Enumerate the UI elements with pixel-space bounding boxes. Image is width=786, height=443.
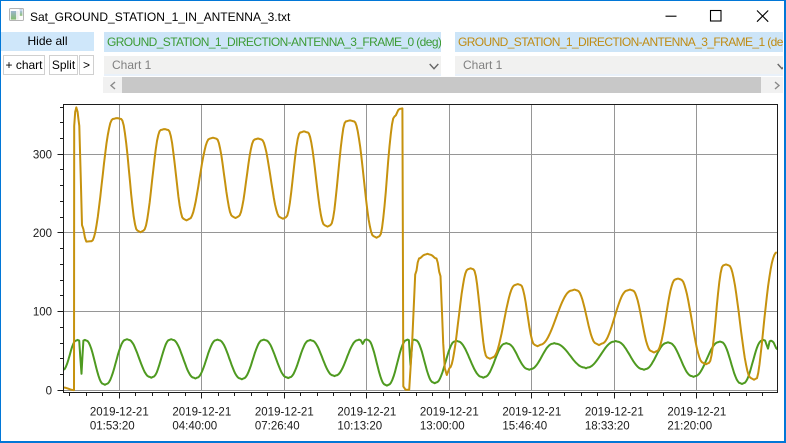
svg-text:2019-12-21: 2019-12-21 bbox=[502, 407, 561, 419]
svg-text:2019-12-21: 2019-12-21 bbox=[420, 407, 479, 419]
svg-text:0: 0 bbox=[46, 385, 52, 397]
svg-text:04:40:00: 04:40:00 bbox=[172, 421, 217, 433]
svg-text:2019-12-21: 2019-12-21 bbox=[172, 407, 231, 419]
svg-text:07:26:40: 07:26:40 bbox=[255, 421, 300, 433]
svg-text:2019-12-21: 2019-12-21 bbox=[255, 407, 314, 419]
svg-text:2019-12-21: 2019-12-21 bbox=[585, 407, 644, 419]
svg-text:2019-12-21: 2019-12-21 bbox=[667, 407, 726, 419]
svg-text:200: 200 bbox=[33, 228, 52, 240]
svg-text:100: 100 bbox=[33, 307, 52, 319]
svg-text:01:53:20: 01:53:20 bbox=[90, 421, 135, 433]
svg-text:2019-12-21: 2019-12-21 bbox=[337, 407, 396, 419]
svg-text:18:33:20: 18:33:20 bbox=[585, 421, 630, 433]
svg-text:15:46:40: 15:46:40 bbox=[502, 421, 547, 433]
svg-text:10:13:20: 10:13:20 bbox=[337, 421, 382, 433]
svg-text:13:00:00: 13:00:00 bbox=[420, 421, 465, 433]
svg-text:21:20:00: 21:20:00 bbox=[667, 421, 712, 433]
svg-text:300: 300 bbox=[33, 149, 52, 161]
svg-text:2019-12-21: 2019-12-21 bbox=[90, 407, 149, 419]
